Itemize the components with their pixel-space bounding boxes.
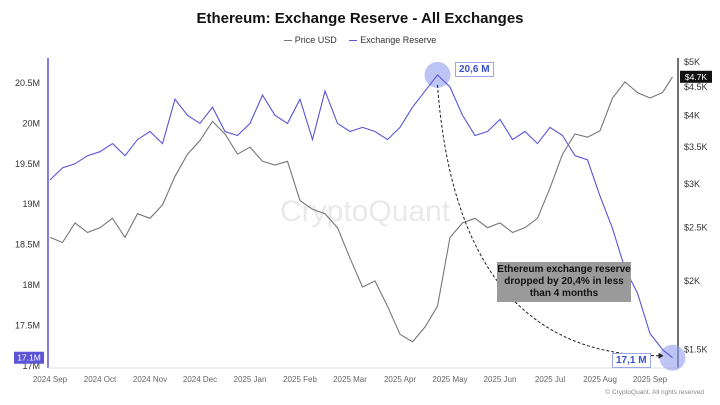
right-tick-label: $4.5K: [684, 82, 708, 92]
annotation-box: Ethereum exchange reserve dropped by 20,…: [497, 262, 631, 302]
copyright: © CryptoQuant. All rights reserved: [605, 389, 704, 396]
x-tick-label: 2025 Feb: [283, 375, 317, 384]
watermark: CryptoQuant: [280, 195, 451, 228]
x-tick-label: 2025 Jan: [234, 375, 267, 384]
right-current-badge: [680, 70, 712, 83]
x-tick-label: 2025 Jul: [535, 375, 565, 384]
x-tick-label: 2025 Apr: [384, 375, 416, 384]
peak-label: 20,6 M: [455, 62, 494, 77]
right-tick-label: $4K: [684, 110, 700, 120]
left-current-label: 17.1M: [17, 353, 41, 363]
legend: Price USD Exchange Reserve: [0, 35, 720, 45]
price-line: [49, 76, 673, 343]
x-tick-label: 2024 Dec: [183, 375, 217, 384]
right-tick-label: $5K: [684, 57, 700, 67]
right-current-label: $4.7K: [685, 72, 708, 82]
x-tick-label: 2025 Aug: [583, 375, 617, 384]
x-tick-label: 2025 Mar: [333, 375, 367, 384]
x-tick-label: 2025 May: [432, 375, 467, 384]
right-tick-label: $1.5K: [684, 345, 708, 355]
left-current-badge: [14, 351, 44, 364]
left-tick-label: 17.5M: [15, 320, 40, 330]
x-tick-label: 2024 Nov: [133, 375, 167, 384]
right-tick-label: $2.5K: [684, 223, 708, 233]
x-tick-label: 2024 Oct: [84, 375, 117, 384]
right-tick-label: $3.5K: [684, 142, 708, 152]
x-tick-label: 2024 Sep: [33, 375, 68, 384]
legend-reserve[interactable]: Exchange Reserve: [349, 35, 436, 45]
right-tick-label: $2K: [684, 276, 700, 286]
legend-price[interactable]: Price USD: [283, 35, 337, 45]
reserve-line: [49, 74, 673, 359]
left-tick-label: 19M: [22, 199, 40, 209]
low-label: 17,1 M: [612, 353, 651, 368]
left-tick-label: 18.5M: [15, 240, 40, 250]
left-tick-label: 19.5M: [15, 159, 40, 169]
x-tick-label: 2025 Sep: [633, 375, 668, 384]
chart-title: Ethereum: Exchange Reserve - All Exchang…: [196, 10, 524, 27]
left-tick-label: 20.5M: [15, 78, 40, 88]
low-highlight-circle: [659, 344, 686, 371]
left-tick-label: 20M: [22, 118, 40, 128]
left-tick-label: 18M: [22, 280, 40, 290]
right-tick-label: $3K: [684, 179, 700, 189]
arrow-head: [658, 352, 664, 359]
x-tick-label: 2025 Jun: [484, 375, 517, 384]
left-tick-label: 17M: [22, 361, 40, 371]
